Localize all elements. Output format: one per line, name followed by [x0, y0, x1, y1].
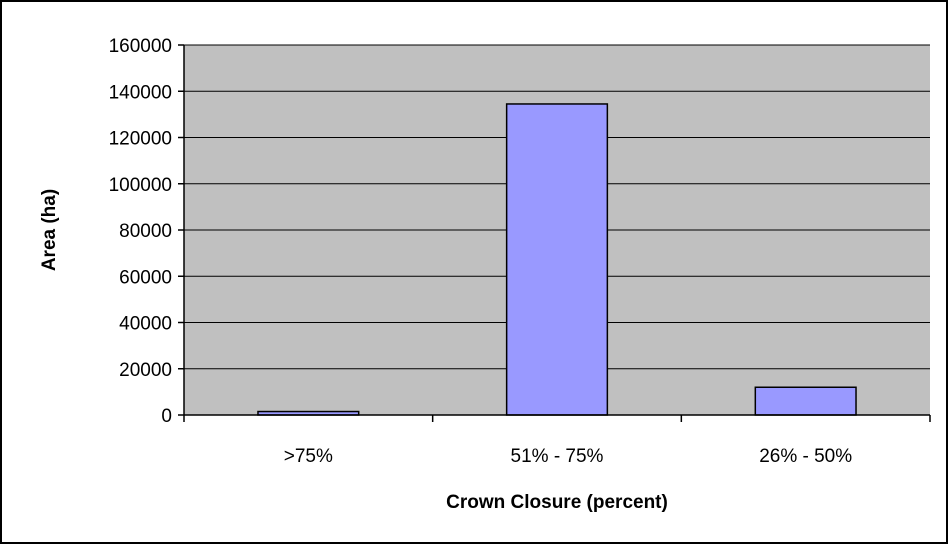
y-tick-label: 80000	[119, 221, 172, 242]
bar	[505, 103, 609, 416]
x-tick-label: >75%	[284, 446, 333, 467]
x-axis-title: Crown Closure (percent)	[446, 492, 668, 513]
y-tick-label: 160000	[109, 36, 172, 57]
y-tick-label: 40000	[119, 314, 172, 335]
y-tick-label: 60000	[119, 267, 172, 288]
bars	[257, 103, 857, 416]
y-axis-title: Area (ha)	[39, 189, 60, 271]
y-tick-label: 100000	[109, 175, 172, 196]
bar	[754, 386, 857, 416]
x-tick-label: 51% - 75%	[511, 446, 604, 467]
y-tick-label: 20000	[119, 360, 172, 381]
y-axis-ticks: 0 20000 40000 60000 80000 100000 120000 140000 1…	[109, 36, 184, 427]
y-tick-label: 140000	[109, 82, 172, 103]
x-tick-label: 26% - 50%	[759, 446, 852, 467]
y-tick-label: 0	[161, 406, 172, 427]
y-tick-label: 120000	[109, 129, 172, 150]
x-axis-ticks: >75% 51% - 75% 26% - 50%	[183, 415, 931, 467]
